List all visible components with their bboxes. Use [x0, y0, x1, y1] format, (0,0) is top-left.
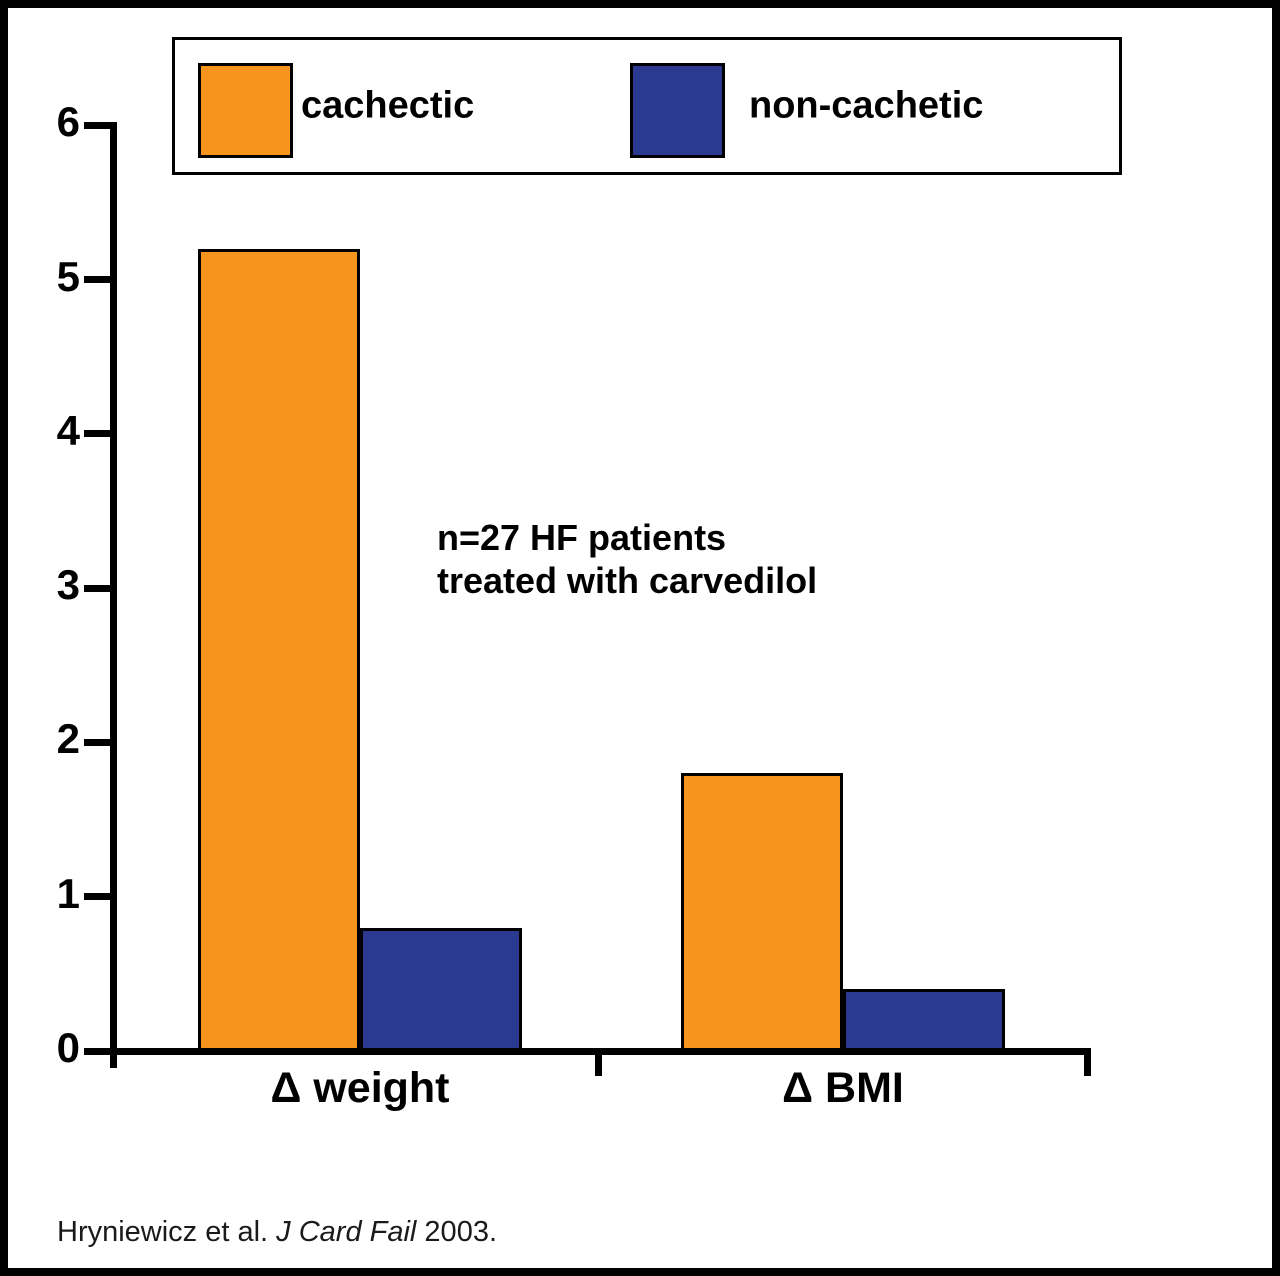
chart-legend: cachectic non-cachetic [172, 37, 1122, 175]
bar-cachectic-weight [198, 248, 360, 1051]
y-axis-tick [84, 430, 111, 438]
y-axis-tick-label: 5 [56, 252, 80, 300]
y-axis-tick [84, 121, 111, 129]
y-axis-tick-label: 0 [56, 1024, 80, 1071]
citation: Hryniewicz et al. J Card Fail 2003. [57, 1216, 497, 1249]
citation-journal: J Card Fail [276, 1216, 417, 1248]
y-axis-tick [84, 584, 111, 592]
bar-non-cachetic-weight [360, 927, 522, 1051]
legend-label-non-cachetic: non-cachetic [749, 84, 984, 127]
annotation: n=27 HF patients treated with carvedilol [437, 516, 817, 602]
category-label-bmi: Δ BMI [782, 1064, 904, 1112]
bar-cachectic-bmi [681, 773, 843, 1051]
legend-label-cachectic: cachectic [301, 84, 475, 127]
y-axis-tick [84, 738, 111, 746]
legend-swatch-non-cachetic [630, 63, 725, 158]
y-axis-tick [84, 1047, 111, 1055]
annotation-line-2: treated with carvedilol [437, 560, 818, 601]
annotation-line-1: n=27 HF patients [437, 517, 727, 558]
y-axis-tick [84, 893, 111, 901]
y-axis-tick-label: 6 [56, 98, 80, 146]
x-axis-tick-right [1084, 1048, 1091, 1076]
y-axis-tick-label: 4 [56, 406, 80, 454]
citation-authors: Hryniewicz et al. [57, 1216, 277, 1248]
y-axis-line [110, 122, 117, 1068]
bar-non-cachetic-bmi [843, 989, 1005, 1051]
y-axis-tick [84, 276, 111, 283]
category-label-weight: Δ weight [270, 1064, 450, 1112]
y-axis-tick-label: 3 [56, 561, 80, 609]
y-axis-tick-label: 2 [56, 715, 80, 763]
x-axis-tick-middle [595, 1048, 602, 1076]
legend-swatch-cachectic [198, 63, 293, 158]
citation-year: 2003. [416, 1216, 498, 1248]
y-axis-tick-label: 1 [56, 869, 80, 917]
